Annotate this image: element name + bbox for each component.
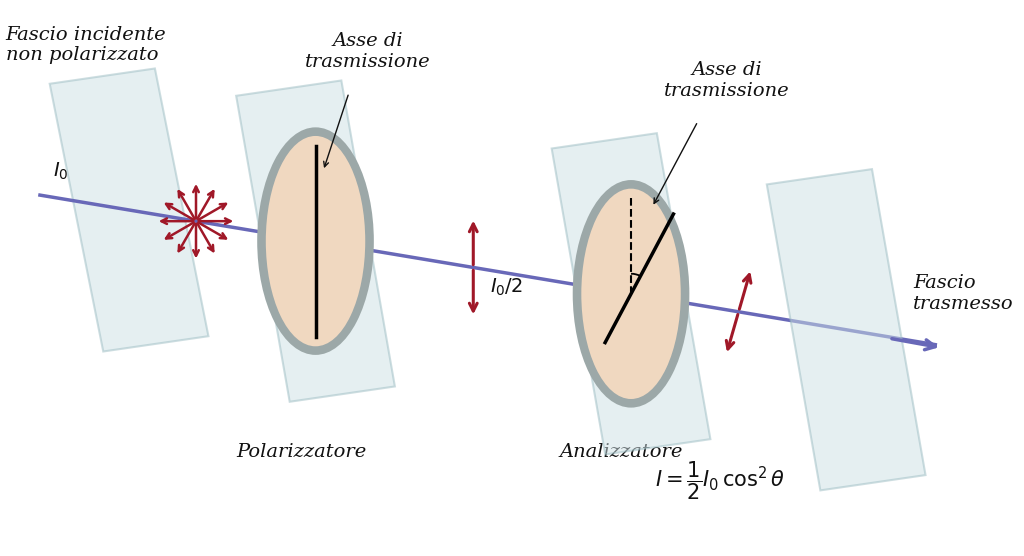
Text: Asse di
trasmissione: Asse di trasmissione bbox=[664, 61, 790, 100]
Polygon shape bbox=[552, 133, 711, 454]
Text: $\theta$: $\theta$ bbox=[639, 235, 652, 254]
Ellipse shape bbox=[266, 136, 366, 346]
Ellipse shape bbox=[582, 188, 681, 399]
Text: Fascio
trasmesso: Fascio trasmesso bbox=[913, 274, 1014, 313]
Ellipse shape bbox=[257, 127, 374, 355]
Text: $I_0$: $I_0$ bbox=[52, 161, 68, 182]
Text: Fascio incidente
non polarizzato: Fascio incidente non polarizzato bbox=[6, 26, 166, 64]
Text: Polarizzatore: Polarizzatore bbox=[237, 443, 367, 461]
Text: $I_0/2$: $I_0/2$ bbox=[490, 277, 523, 299]
Text: Asse di
trasmissione: Asse di trasmissione bbox=[305, 32, 431, 71]
Text: Analizzatore: Analizzatore bbox=[560, 443, 683, 461]
Text: $I = \dfrac{1}{2}I_0\,\cos^2\theta$: $I = \dfrac{1}{2}I_0\,\cos^2\theta$ bbox=[655, 460, 785, 502]
Ellipse shape bbox=[572, 180, 689, 408]
Polygon shape bbox=[50, 68, 209, 351]
Polygon shape bbox=[237, 81, 395, 402]
Polygon shape bbox=[767, 169, 926, 490]
